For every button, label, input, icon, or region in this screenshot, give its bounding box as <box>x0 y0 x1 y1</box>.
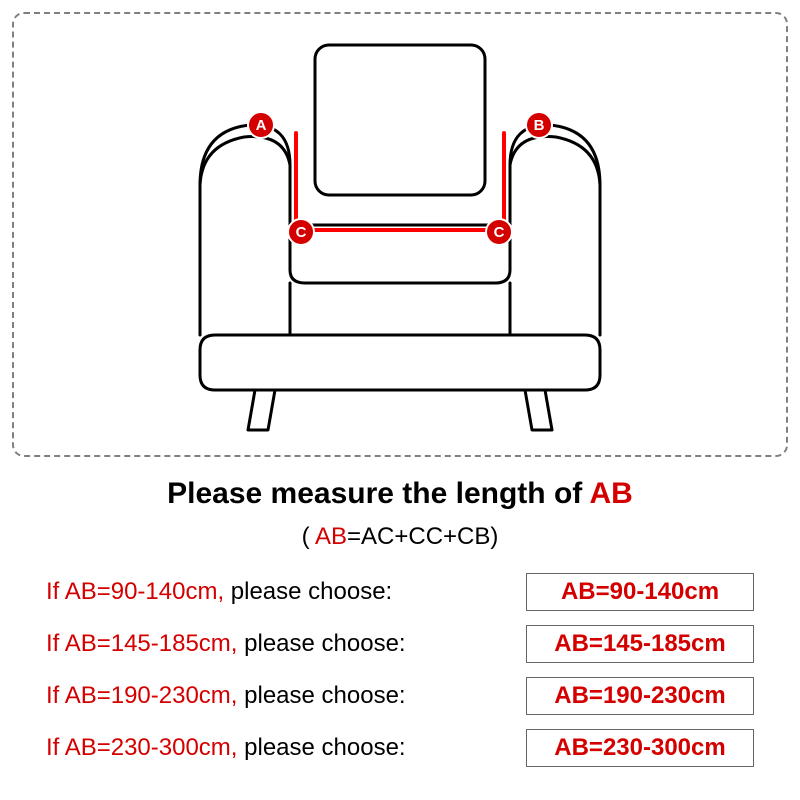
option-box: AB=230-300cm <box>526 729 754 767</box>
option-row: If AB=230-300cm, please choose: AB=230-3… <box>46 729 754 767</box>
instruction-target: AB <box>590 477 633 510</box>
label-a: A <box>256 117 267 134</box>
formula-lhs: AB <box>315 523 347 550</box>
instruction-area: Please measure the length of AB ( AB=AC+… <box>12 457 788 767</box>
option-text: If AB=190-230cm, please choose: <box>46 682 526 710</box>
option-text: If AB=145-185cm, please choose: <box>46 630 526 658</box>
option-box: AB=190-230cm <box>526 677 754 715</box>
formula: ( AB=AC+CC+CB) <box>42 523 758 551</box>
option-row: If AB=90-140cm, please choose: AB=90-140… <box>46 573 754 611</box>
option-row: If AB=190-230cm, please choose: AB=190-2… <box>46 677 754 715</box>
armchair-diagram: A B C C <box>140 25 660 445</box>
option-row: If AB=145-185cm, please choose: AB=145-1… <box>46 625 754 663</box>
label-c-left: C <box>296 224 307 241</box>
formula-rest: =AC+CC+CB) <box>347 523 498 550</box>
option-box: AB=90-140cm <box>526 573 754 611</box>
formula-open: ( <box>302 523 315 550</box>
option-box: AB=145-185cm <box>526 625 754 663</box>
label-b: B <box>534 117 545 134</box>
main-instruction: Please measure the length of AB <box>42 477 758 511</box>
label-c-right: C <box>494 224 505 241</box>
option-text: If AB=90-140cm, please choose: <box>46 578 526 606</box>
diagram-container: A B C C <box>12 12 788 457</box>
instruction-prefix: Please measure the length of <box>167 477 589 510</box>
option-text: If AB=230-300cm, please choose: <box>46 734 526 762</box>
options-list: If AB=90-140cm, please choose: AB=90-140… <box>42 573 758 767</box>
